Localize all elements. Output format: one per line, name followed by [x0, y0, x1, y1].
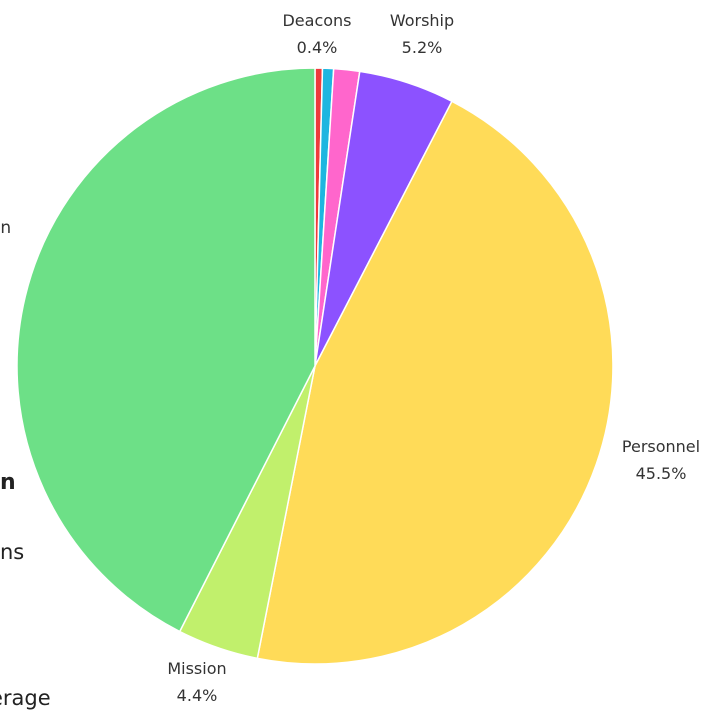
slice-percent-worship: 5.2% [402, 38, 443, 57]
slice-percent-deacons: 0.4% [297, 38, 338, 57]
slice-label-worship: Worship [390, 11, 454, 30]
pie-slice-unlabeled-6[interactable] [16, 67, 316, 633]
side-text-fragment: erage [0, 686, 51, 710]
side-text-fragment: on [0, 218, 12, 238]
slice-label-mission: Mission [167, 659, 226, 678]
pie-slices [16, 67, 614, 665]
side-heading-fragment: n [0, 470, 16, 495]
pie-labels: Deacons 0.4% Worship 5.2% Personnel 45.5% Miss… [167, 11, 700, 705]
slice-label-deacons: Deacons [282, 11, 351, 30]
slice-label-personnel: Personnel [622, 437, 700, 456]
slice-percent-personnel: 45.5% [636, 464, 687, 483]
side-text-fragment: ns [0, 540, 25, 564]
pie-slice-personnel[interactable] [256, 100, 614, 665]
slice-percent-mission: 4.4% [177, 686, 218, 705]
